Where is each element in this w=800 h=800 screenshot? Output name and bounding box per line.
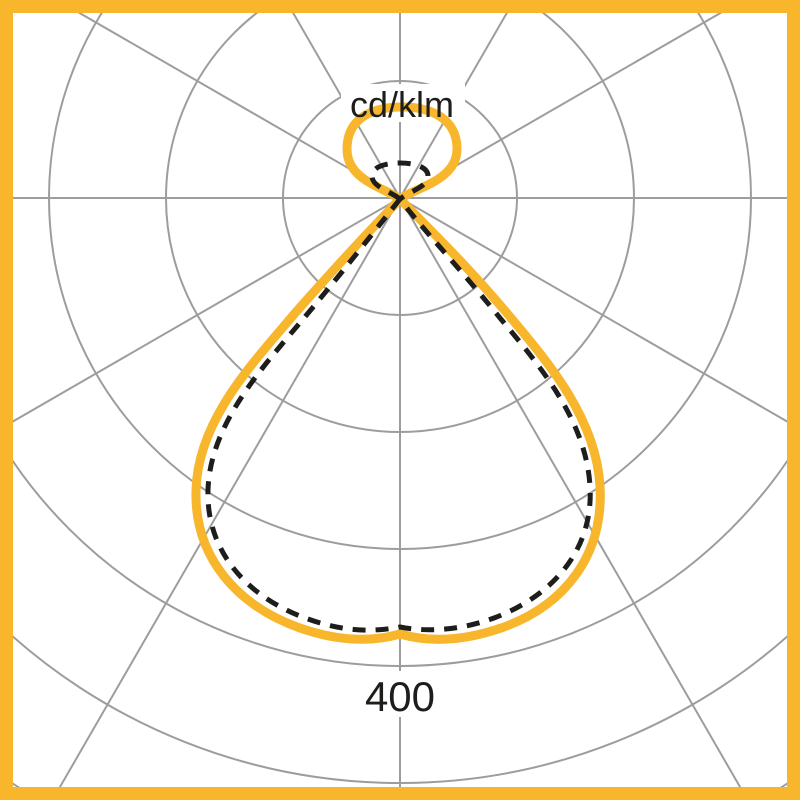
radial-tick-label: 400 xyxy=(365,673,435,720)
solid-intensity-curve xyxy=(191,102,605,644)
solid-curve-upper-loop xyxy=(342,102,462,204)
dashed-intensity-curve xyxy=(205,160,593,633)
tick-label-background xyxy=(358,671,442,717)
solid-curve-main-lobe xyxy=(191,194,605,644)
grid-ray-210 xyxy=(292,13,401,199)
grid-ray-60 xyxy=(399,197,787,423)
dashed-curve-main-lobe xyxy=(205,196,593,633)
unit-label: cd/klm xyxy=(350,84,454,125)
grid-ray-300 xyxy=(13,197,401,423)
grid-ray-120 xyxy=(399,13,723,199)
dashed-curve-upper-loop xyxy=(369,160,431,202)
grid-ray-240 xyxy=(77,13,401,199)
